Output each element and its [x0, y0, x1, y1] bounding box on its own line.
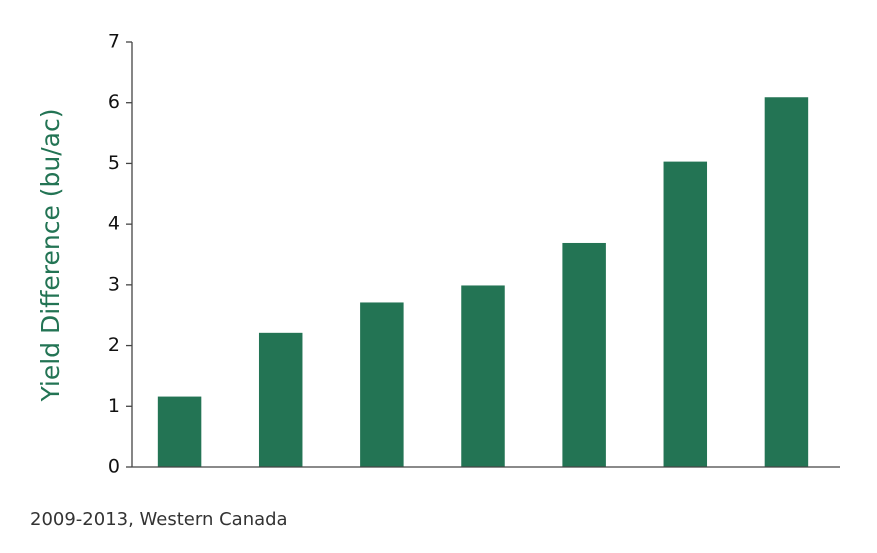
- bar: [663, 161, 708, 467]
- y-axis-label: Yield Difference (bu/ac): [36, 108, 65, 402]
- y-tick-label: 2: [108, 334, 120, 356]
- bar: [360, 302, 404, 467]
- y-tick-label: 0: [108, 456, 120, 478]
- bar: [157, 396, 202, 467]
- y-tick-label: 1: [108, 395, 120, 417]
- y-tick-label: 5: [108, 152, 120, 174]
- y-tick-label: 4: [108, 213, 120, 235]
- annotation: 2009-2013, Western Canada: [30, 509, 288, 530]
- bar: [562, 242, 606, 467]
- bar: [461, 285, 505, 467]
- y-tick-label: 6: [108, 91, 120, 113]
- y-tick-label: 7: [108, 31, 120, 53]
- bar: [258, 332, 303, 467]
- y-tick-label: 3: [108, 273, 120, 295]
- bar: [764, 97, 809, 467]
